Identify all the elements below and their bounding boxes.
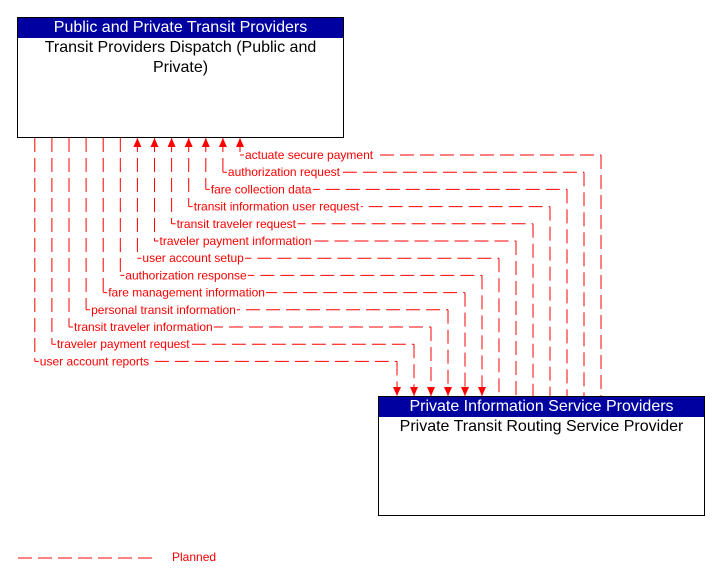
- flow-label-background: [209, 182, 313, 197]
- flow-label-background: [244, 148, 375, 162]
- flow-label-background: [158, 234, 313, 248]
- flow-label-background: [141, 251, 246, 266]
- flow-label: authorization response: [125, 268, 247, 282]
- flow-5: traveler payment information: [150, 138, 517, 396]
- arrowhead-up-icon: [236, 138, 244, 147]
- flow-1: authorization request: [218, 138, 585, 396]
- flow-label-background: [175, 216, 298, 231]
- legend-label: Planned: [172, 550, 217, 564]
- arrowhead-down-icon: [393, 387, 401, 396]
- arrowhead-up-icon: [133, 138, 142, 147]
- flow-label-background: [192, 199, 361, 214]
- right-element-title: Private Transit Routing Service Provider: [399, 418, 684, 435]
- flow-label-background: [226, 165, 342, 180]
- flow-label: actuate secure payment: [245, 148, 374, 162]
- arrowhead-up-icon: [218, 138, 227, 147]
- flow-8: fare management information: [102, 138, 469, 396]
- flow-label-background: [55, 337, 192, 352]
- flow-label: transit traveler information: [74, 320, 213, 334]
- flow-11: traveler payment request: [51, 138, 418, 396]
- arrowhead-down-icon: [410, 387, 418, 396]
- left-element-title: Transit Providers Dispatch (Public and P…: [44, 39, 317, 76]
- flow-label: fare management information: [108, 286, 265, 300]
- flow-label-background: [90, 302, 237, 317]
- flow-label: fare collection data: [211, 182, 312, 196]
- flow-label: traveler payment request: [57, 337, 190, 351]
- flow-9: personal transit information: [85, 138, 452, 396]
- flow-6: user account setup: [133, 138, 500, 396]
- arrowhead-up-icon: [201, 138, 210, 147]
- arrowhead-down-icon: [461, 387, 469, 396]
- flow-label: user account setup: [142, 251, 244, 265]
- arrowhead-down-icon: [478, 387, 486, 396]
- flow-7: authorization response: [119, 138, 486, 396]
- left-element-box: Public and Private Transit Providers Tra…: [17, 17, 344, 138]
- flow-label: traveler payment information: [160, 234, 312, 248]
- flow-3: transit information user request: [184, 138, 551, 396]
- flow-12: user account reports: [34, 138, 401, 396]
- flow-4: transit traveler request: [167, 138, 534, 396]
- flow-label-background: [107, 285, 266, 300]
- flow-label-background: [38, 354, 151, 369]
- flow-label: transit traveler request: [177, 217, 297, 231]
- left-element-header: Public and Private Transit Providers: [18, 18, 343, 38]
- flow-label-background: [124, 268, 249, 283]
- arrowhead-down-icon: [427, 387, 435, 396]
- flow-label: personal transit information: [91, 303, 236, 317]
- flow-label: transit information user request: [194, 200, 360, 214]
- arrowhead-up-icon: [150, 138, 159, 147]
- flow-label: user account reports: [40, 354, 149, 368]
- flow-label-background: [73, 320, 214, 334]
- flow-10: transit traveler information: [68, 138, 435, 396]
- right-element-box: Private Information Service Providers Pr…: [378, 396, 705, 516]
- arrowhead-down-icon: [444, 387, 452, 396]
- right-element-header: Private Information Service Providers: [379, 397, 704, 417]
- flow-2: fare collection data: [201, 138, 568, 396]
- flow-label: authorization request: [228, 165, 341, 179]
- flow-0: actuate secure payment: [236, 138, 602, 396]
- arrowhead-up-icon: [184, 138, 193, 147]
- arrowhead-up-icon: [167, 138, 176, 147]
